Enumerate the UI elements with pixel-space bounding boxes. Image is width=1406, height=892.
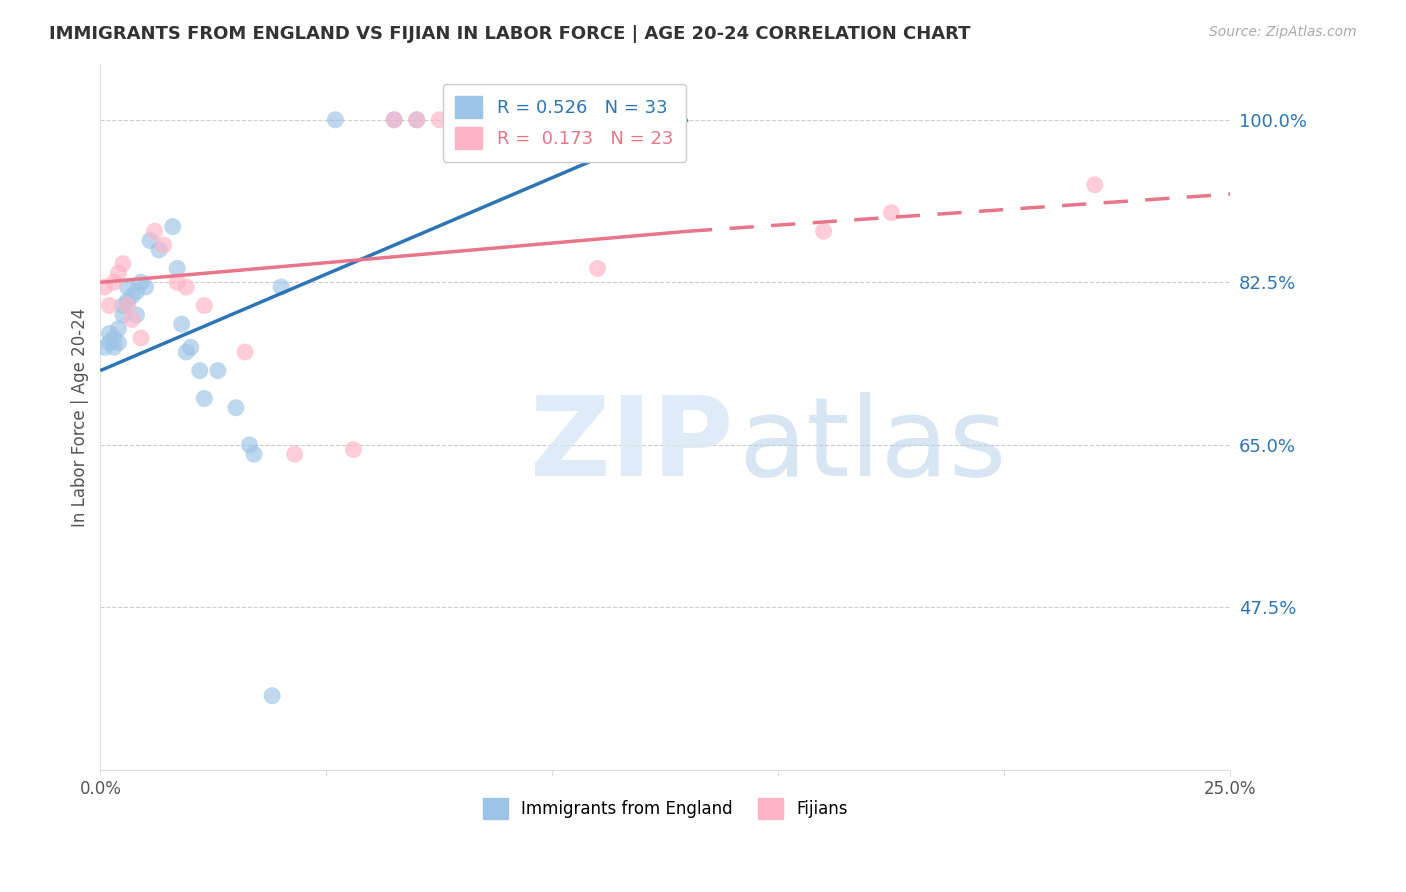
- Point: [111, 308, 134, 322]
- Point: [193, 392, 215, 406]
- Point: [103, 276, 125, 290]
- Point: [325, 112, 347, 127]
- Point: [129, 276, 152, 290]
- Point: [342, 442, 364, 457]
- Point: [125, 308, 148, 322]
- Point: [262, 689, 284, 703]
- Point: [166, 276, 188, 290]
- Point: [121, 289, 143, 303]
- Point: [94, 280, 117, 294]
- Point: [813, 224, 835, 238]
- Point: [180, 340, 202, 354]
- Point: [103, 331, 125, 345]
- Text: ZIP: ZIP: [530, 392, 733, 499]
- Point: [135, 280, 157, 294]
- Legend: Immigrants from England, Fijians: Immigrants from England, Fijians: [477, 791, 855, 825]
- Point: [1084, 178, 1107, 192]
- Point: [170, 317, 193, 331]
- Point: [107, 266, 129, 280]
- Point: [111, 299, 134, 313]
- Point: [148, 243, 170, 257]
- Point: [125, 285, 148, 299]
- Point: [117, 293, 139, 308]
- Point: [107, 335, 129, 350]
- Point: [225, 401, 247, 415]
- Point: [98, 326, 121, 341]
- Text: atlas: atlas: [738, 392, 1007, 499]
- Point: [405, 112, 427, 127]
- Point: [174, 345, 197, 359]
- Point: [382, 112, 405, 127]
- Point: [117, 299, 139, 313]
- Point: [98, 335, 121, 350]
- Point: [139, 234, 162, 248]
- Point: [166, 261, 188, 276]
- Point: [427, 112, 450, 127]
- Y-axis label: In Labor Force | Age 20-24: In Labor Force | Age 20-24: [72, 308, 89, 526]
- Point: [103, 340, 125, 354]
- Point: [107, 322, 129, 336]
- Point: [382, 112, 405, 127]
- Point: [143, 224, 166, 238]
- Point: [111, 257, 134, 271]
- Point: [270, 280, 292, 294]
- Point: [284, 447, 307, 461]
- Point: [238, 438, 260, 452]
- Point: [98, 299, 121, 313]
- Point: [174, 280, 197, 294]
- Point: [405, 112, 427, 127]
- Point: [880, 205, 903, 219]
- Point: [162, 219, 184, 234]
- Point: [243, 447, 266, 461]
- Point: [207, 363, 229, 377]
- Point: [188, 363, 211, 377]
- Point: [129, 331, 152, 345]
- Point: [193, 299, 215, 313]
- Text: IMMIGRANTS FROM ENGLAND VS FIJIAN IN LABOR FORCE | AGE 20-24 CORRELATION CHART: IMMIGRANTS FROM ENGLAND VS FIJIAN IN LAB…: [49, 25, 970, 43]
- Text: Source: ZipAtlas.com: Source: ZipAtlas.com: [1209, 25, 1357, 39]
- Point: [117, 280, 139, 294]
- Point: [233, 345, 256, 359]
- Point: [121, 312, 143, 326]
- Point: [586, 261, 609, 276]
- Point: [94, 340, 117, 354]
- Point: [152, 238, 174, 252]
